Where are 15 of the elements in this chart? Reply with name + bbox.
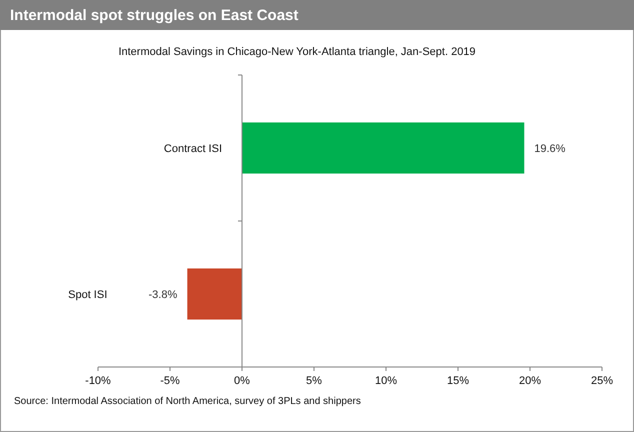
source-note: Source: Intermodal Association of North America, survey of 3PLs and shippers [14, 396, 361, 407]
x-tick-label: 25% [590, 375, 614, 387]
chart-subtitle: Intermodal Savings in Chicago-New York-Atlanta triangle, Jan-Sept. 2019 [118, 46, 476, 58]
y-tick-label: Spot ISI [68, 288, 108, 301]
x-tick-label: 10% [374, 375, 398, 387]
x-tick-label: -10% [85, 375, 112, 387]
y-tick-label: Contract ISI [164, 142, 222, 155]
x-tick-label: 0% [234, 375, 250, 387]
chart-title: Intermodal spot struggles on East Coast [10, 7, 298, 24]
data-label: -3.8% [148, 288, 178, 301]
x-tick-label: -5% [160, 375, 180, 387]
x-tick-label: 5% [306, 375, 322, 387]
x-tick-label: 15% [446, 375, 470, 387]
x-tick-label: 20% [518, 375, 542, 387]
data-label: 19.6% [534, 142, 566, 155]
